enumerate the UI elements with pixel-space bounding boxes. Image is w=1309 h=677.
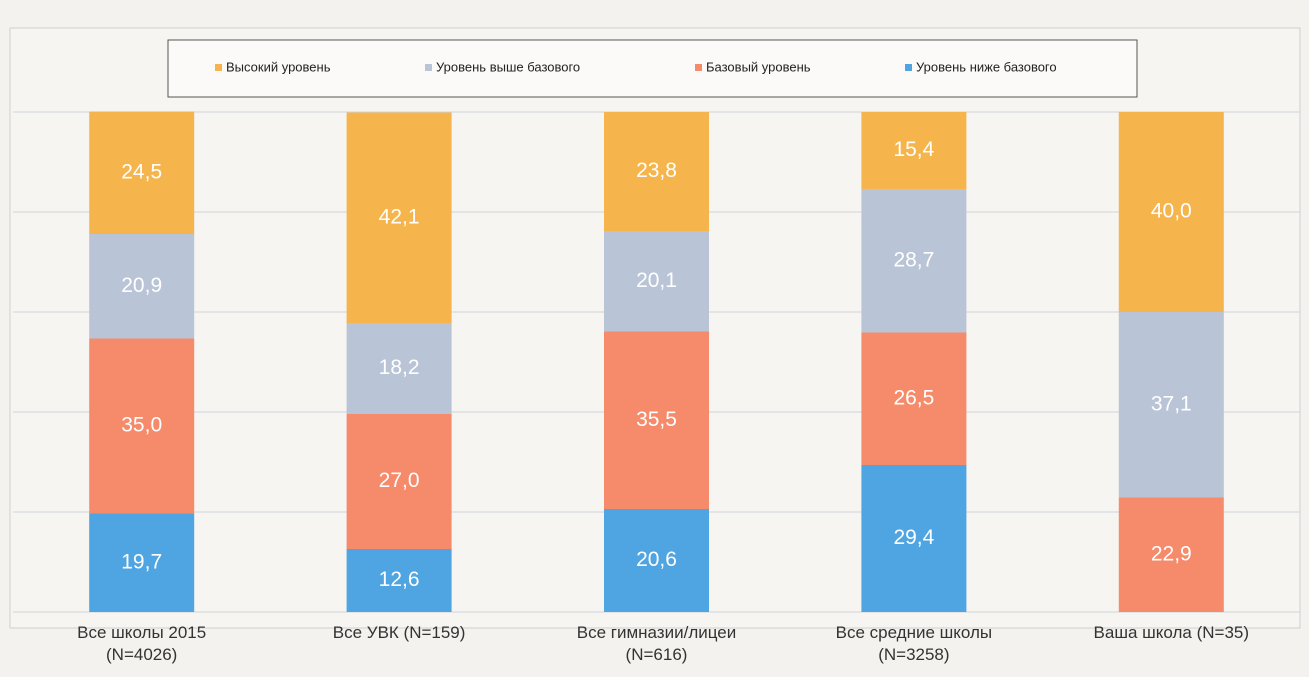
data-label: 12,6 xyxy=(379,568,420,591)
bar-segment xyxy=(604,231,709,332)
bar-segment xyxy=(346,112,452,323)
data-label: 37,1 xyxy=(1151,392,1192,415)
legend-box xyxy=(167,39,1138,98)
x-tick-label: Ваша школа (N=35) xyxy=(1093,623,1250,642)
data-label: 24,5 xyxy=(121,160,162,183)
legend-swatch xyxy=(425,64,432,71)
data-label: 18,2 xyxy=(379,356,420,379)
bar-segment xyxy=(346,414,452,549)
bar-segment xyxy=(346,549,452,612)
bar-segment xyxy=(89,338,195,514)
data-label: 27,0 xyxy=(379,469,420,492)
data-label: 23,8 xyxy=(636,159,677,182)
bar-segment xyxy=(861,332,967,465)
bar-segment xyxy=(1118,312,1224,498)
bar-segment xyxy=(1118,497,1224,612)
data-label: 29,4 xyxy=(893,526,934,549)
data-label: 20,6 xyxy=(636,548,677,571)
x-tick-label: Все средние школы (N=3258) xyxy=(835,623,993,664)
data-label: 35,0 xyxy=(121,414,162,437)
bar-segment xyxy=(89,513,195,612)
bar-segment xyxy=(604,509,709,612)
data-label: 19,7 xyxy=(121,550,162,573)
data-label: 35,5 xyxy=(636,408,677,431)
bar-segment xyxy=(861,189,967,333)
bar-segment xyxy=(89,111,195,234)
data-label: 28,7 xyxy=(893,248,934,271)
data-label: 22,9 xyxy=(1151,542,1192,565)
legend-label: Уровень ниже базового xyxy=(916,59,1057,74)
bar-segment xyxy=(89,234,195,339)
bar-segment xyxy=(604,112,709,231)
x-tick-label: Все УВК (N=159) xyxy=(332,623,466,642)
data-label: 26,5 xyxy=(893,386,934,409)
data-label: 20,1 xyxy=(636,269,677,292)
bar-segment xyxy=(861,465,967,612)
bar-segment xyxy=(861,112,967,189)
data-label: 20,9 xyxy=(121,274,162,297)
bar-segment xyxy=(1118,112,1224,312)
bar-segment xyxy=(346,323,452,414)
data-label: 15,4 xyxy=(893,138,934,161)
legend-swatch xyxy=(695,64,702,71)
legend-swatch xyxy=(905,64,912,71)
data-label: 40,0 xyxy=(1151,200,1192,223)
x-tick-label: Все гимназии/лицеи (N=616) xyxy=(576,623,737,664)
bar-segment xyxy=(604,331,709,509)
legend-label: Высокий уровень xyxy=(226,59,331,74)
legend-label: Базовый уровень xyxy=(706,59,811,74)
legend-swatch xyxy=(215,64,222,71)
legend-label: Уровень выше базового xyxy=(436,59,580,74)
data-label: 42,1 xyxy=(379,205,420,228)
x-tick-label: Все школы 2015 (N=4026) xyxy=(77,623,207,664)
